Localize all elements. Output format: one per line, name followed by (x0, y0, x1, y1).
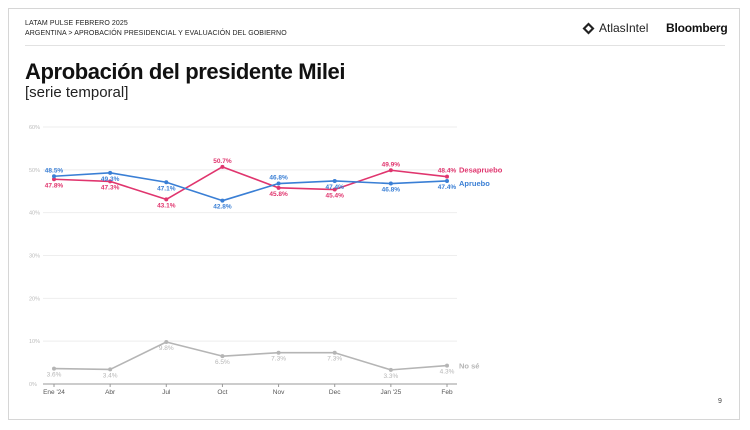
data-point-dontknow (445, 363, 449, 368)
x-tick-label: Dec (329, 389, 341, 396)
data-point-approve (220, 198, 225, 203)
x-tick-label: Ene '24 (43, 389, 65, 396)
atlasintel-logo-text: AtlasIntel (599, 21, 649, 35)
atlasintel-logo-icon (582, 22, 595, 34)
data-point-approve (332, 178, 337, 183)
data-label-approve: 47.4% (438, 184, 457, 191)
data-point-dontknow (220, 354, 225, 359)
series-line-disapprove (53, 166, 448, 201)
x-tick-label: Feb (441, 389, 453, 396)
data-label-approve: 49.3% (101, 176, 120, 183)
header-breadcrumb: ARGENTINA > APROBACIÓN PRESIDENCIAL Y EV… (25, 30, 287, 37)
data-point-approve (108, 170, 113, 175)
y-tick-label: 60% (29, 125, 40, 131)
data-point-dontknow (276, 350, 281, 355)
data-label-disapprove: 50.7% (213, 158, 232, 165)
data-point-disapprove (220, 164, 225, 169)
x-tick-label: Oct (217, 389, 227, 396)
data-label-disapprove: 47.3% (101, 184, 120, 191)
data-point-approve (164, 180, 169, 185)
y-tick-label: 20% (29, 296, 40, 302)
data-label-disapprove: 43.1% (157, 202, 176, 209)
y-tick-label: 30% (29, 254, 40, 260)
series-end-label-approve: Apruebo (459, 179, 490, 188)
page-number: 9 (718, 398, 722, 405)
data-point-dontknow (52, 366, 56, 371)
series-end-label-disapprove: Desapruebo (459, 166, 503, 175)
data-label-disapprove: 48.4% (438, 168, 457, 175)
data-point-dontknow (332, 350, 337, 355)
data-label-approve: 47.4% (325, 184, 344, 191)
data-point-approve (388, 181, 393, 186)
header-line-1: LATAM PULSE FEBRERO 2025 (25, 20, 128, 27)
data-point-disapprove (332, 187, 337, 192)
y-tick-label: 40% (29, 211, 40, 217)
data-label-dontknow: 7.3% (271, 356, 286, 363)
x-tick-label: Jan '25 (380, 389, 401, 396)
x-tick-label: Jul (162, 389, 171, 396)
data-label-dontknow: 3.4% (103, 372, 118, 379)
data-point-dontknow (164, 340, 169, 345)
header-divider (25, 45, 725, 46)
data-label-dontknow: 7.3% (327, 356, 342, 363)
data-point-approve (52, 174, 56, 179)
data-label-disapprove: 45.4% (325, 193, 344, 200)
data-label-dontknow: 3.3% (383, 373, 398, 380)
data-point-disapprove (276, 185, 281, 190)
data-label-disapprove: 45.8% (269, 191, 288, 198)
atlasintel-logo: AtlasIntel (582, 21, 648, 35)
data-point-dontknow (108, 367, 113, 372)
data-label-dontknow: 4.3% (440, 369, 455, 376)
data-point-dontknow (388, 367, 393, 372)
page-title: Aprobación del presidente Milei (25, 59, 346, 84)
y-tick-label: 10% (29, 339, 40, 345)
data-label-approve: 48.5% (45, 167, 64, 174)
data-label-disapprove: 47.8% (45, 182, 64, 189)
data-point-approve (445, 178, 449, 183)
data-point-disapprove (108, 179, 113, 184)
data-label-approve: 47.1% (157, 185, 176, 192)
data-label-disapprove: 49.9% (382, 161, 401, 168)
y-tick-label: 0% (29, 382, 37, 388)
data-point-disapprove (52, 177, 56, 182)
data-label-dontknow: 3.6% (47, 372, 62, 379)
slide: LATAM PULSE FEBRERO 2025 ARGENTINA > APR… (8, 8, 740, 420)
bloomberg-logo: Bloomberg (666, 21, 728, 35)
y-tick-label: 50% (29, 168, 40, 174)
approval-line-chart: 0% 10% 20% 30% 40% 50% 60% Ene '24 Abr Jul Oct Nov D… (29, 125, 503, 396)
data-point-disapprove (164, 197, 169, 202)
x-tick-label: Nov (273, 389, 285, 396)
data-label-dontknow: 6.5% (215, 359, 230, 366)
page-subtitle: [serie temporal] (25, 84, 129, 101)
series-line-dontknow (53, 341, 448, 371)
series-end-label-dontknow: No sé (459, 362, 479, 371)
data-point-disapprove (388, 168, 393, 173)
data-point-approve (276, 181, 281, 186)
data-label-dontknow: 9.8% (159, 345, 174, 352)
data-label-approve: 46.8% (382, 187, 401, 194)
x-tick-label: Abr (105, 389, 116, 396)
data-label-approve: 42.8% (213, 204, 232, 211)
series-line-approve (53, 172, 448, 202)
data-label-approve: 46.8% (269, 175, 288, 182)
data-point-disapprove (445, 174, 449, 179)
